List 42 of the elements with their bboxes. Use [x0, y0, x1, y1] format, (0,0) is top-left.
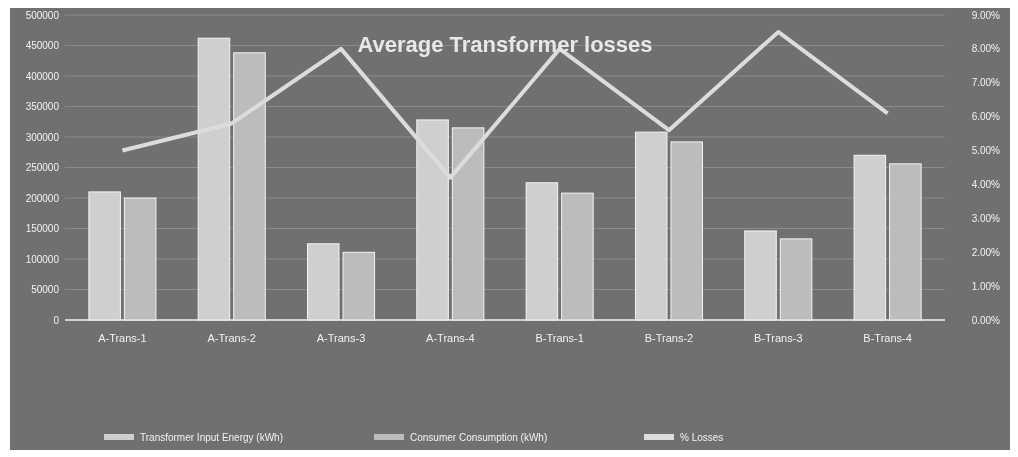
bar — [670, 141, 703, 321]
y-tick-label: 50000 — [31, 284, 60, 295]
y-tick-label: 250000 — [25, 162, 60, 173]
y2-tick-label: 1.00% — [971, 280, 1001, 292]
bar — [123, 197, 157, 321]
y2-tick-label: 5.00% — [971, 145, 1001, 157]
x-tick-label: A-Trans-1 — [98, 332, 147, 344]
bar — [561, 192, 594, 321]
legend-label: Transformer Input Energy (kWh) — [140, 431, 284, 443]
bar — [889, 163, 922, 321]
x-tick-label: B-Trans-4 — [863, 332, 912, 344]
x-tick-label: B-Trans-1 — [535, 332, 584, 344]
legend-label: % Losses — [680, 431, 724, 443]
y-tick-label: 150000 — [25, 223, 60, 234]
x-tick-label: B-Trans-3 — [754, 332, 803, 344]
x-tick-label: A-Trans-3 — [316, 332, 366, 344]
bar — [233, 52, 266, 321]
y2-tick-label: 8.00% — [971, 43, 1001, 55]
x-tick-label: B-Trans-2 — [644, 332, 694, 344]
y2-tick-label: 9.00% — [971, 9, 1001, 21]
y2-tick-label: 6.00% — [971, 111, 1001, 123]
y2-tick-label: 2.00% — [971, 246, 1001, 258]
x-tick-label: A-Trans-2 — [207, 332, 256, 344]
y2-tick-label: 0.00% — [971, 314, 1001, 326]
text: Average Transformer losses — [357, 32, 653, 57]
y-tick-label: 500000 — [25, 9, 60, 21]
bar — [779, 238, 813, 321]
y2-tick-label: 7.00% — [971, 77, 1001, 89]
bar — [342, 251, 376, 321]
y-tick-label: 300000 — [25, 131, 60, 143]
y-tick-label: 0 — [53, 314, 60, 326]
legend-label: Consumer Consumption (kWh) — [410, 431, 548, 443]
x-tick-label: A-Trans-4 — [426, 332, 475, 344]
y2-tick-label: 4.00% — [971, 178, 1001, 190]
y-tick-label: 350000 — [25, 101, 60, 112]
bar — [451, 127, 485, 321]
line-series — [120, 29, 890, 180]
y-tick-label: 200000 — [25, 192, 60, 204]
y2-tick-label: 3.00% — [971, 212, 1001, 224]
y-tick-label: 100000 — [25, 253, 60, 265]
y-tick-label: 450000 — [25, 40, 60, 51]
y-tick-label: 400000 — [25, 70, 60, 82]
